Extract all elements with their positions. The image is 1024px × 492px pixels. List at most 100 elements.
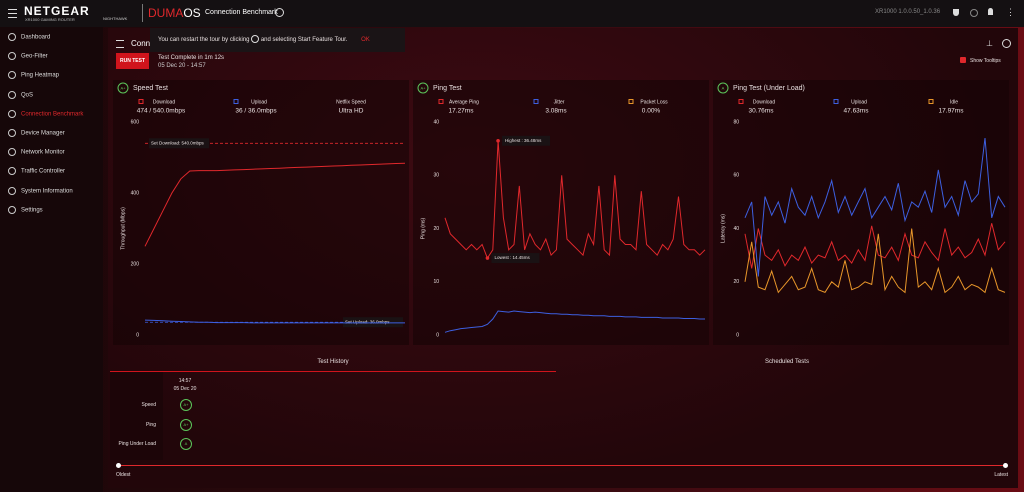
stat-value: 30.76ms: [749, 108, 775, 115]
history-grade: A+: [180, 399, 192, 411]
sidebar-icon: [8, 90, 16, 99]
pin-icon[interactable]: ⊥: [986, 39, 993, 48]
legend-label: Average Ping: [449, 99, 479, 105]
sub-brand: NIGHTHAWK: [103, 16, 128, 21]
tooltip-label: Show Tooltips: [970, 58, 1001, 64]
reference-label-bg: [343, 317, 403, 328]
help-icon[interactable]: [275, 8, 284, 17]
y-axis-label: Latency (ms): [720, 214, 726, 243]
history-date: 05 Dec 20: [173, 386, 197, 392]
y-tick-label: 0: [436, 332, 439, 338]
series-line: [144, 319, 405, 324]
sidebar-item[interactable]: System Information: [8, 186, 73, 195]
sidebar-item[interactable]: Ping Heatmap: [8, 71, 60, 80]
sidebar-item[interactable]: Geo-Filter: [8, 52, 48, 61]
sidebar-icon: [8, 186, 16, 195]
divider: [142, 4, 143, 22]
y-tick-label: 200: [131, 261, 140, 267]
status-date: 05 Dec 20 - 14:57: [158, 63, 206, 69]
sidebar-icon: [8, 52, 16, 61]
sidebar-label: Connection Benchmark: [21, 111, 84, 118]
sidebar-item[interactable]: Device Manager: [8, 129, 65, 137]
series-line: [144, 162, 406, 247]
chart-panel: A Ping Test (Under Load) Download 30.76ms Up…: [713, 80, 1009, 345]
top-bar: NETGEAR XR1000 GAMING ROUTER NIGHTHAWK D…: [0, 0, 1024, 27]
brand: NETGEAR: [24, 4, 90, 18]
menu-icon[interactable]: [8, 9, 17, 18]
legend-swatch: [833, 99, 839, 104]
legend-label: Download: [753, 99, 775, 105]
sidebar-item[interactable]: Traffic Controller: [8, 167, 66, 176]
legend-swatch: [233, 99, 239, 104]
panel-menu[interactable]: [116, 40, 124, 48]
sidebar-item[interactable]: QoS: [8, 90, 34, 99]
legend-swatch: [138, 99, 144, 104]
tab-history[interactable]: Test History: [110, 359, 556, 372]
y-tick-label: 20: [733, 279, 739, 285]
tour-ok[interactable]: OK: [361, 37, 370, 43]
series-line: [744, 137, 1006, 277]
reference-label-bg: [149, 138, 209, 149]
stat-value: 17.27ms: [449, 108, 475, 115]
sidebar-label: Traffic Controller: [21, 168, 66, 175]
slider-start[interactable]: [116, 463, 121, 468]
sidebar-icon: [8, 71, 16, 80]
stat-value: Ultra HD: [339, 108, 364, 115]
legend-label: Upload: [851, 99, 867, 105]
shield-icon[interactable]: [953, 9, 959, 16]
sidebar-label: Settings: [21, 207, 43, 214]
refresh-icon[interactable]: [970, 9, 978, 17]
extreme-point: [496, 138, 500, 143]
sidebar-item[interactable]: Connection Benchmark: [8, 109, 84, 118]
y-tick-label: 0: [736, 332, 739, 338]
history-grade: A: [180, 438, 192, 450]
sidebar-icon: [8, 109, 16, 118]
page-name: Connection Benchmark: [205, 9, 278, 16]
sidebar-icon: [8, 129, 16, 137]
legend-swatch: [738, 99, 744, 104]
y-tick-label: 80: [733, 119, 739, 125]
legend-label: Download: [153, 99, 175, 105]
legend-label: Packet Loss: [640, 99, 668, 105]
panel-help[interactable]: [1002, 39, 1011, 48]
os-logo: DUMAOS: [148, 6, 201, 20]
slider-track[interactable]: [118, 465, 1005, 466]
y-axis-label: Ping (ms): [420, 217, 426, 239]
grade-badge: [717, 82, 729, 94]
sidebar-item[interactable]: Network Monitor: [8, 148, 65, 157]
series-line: [744, 228, 1006, 294]
os-b: OS: [183, 6, 201, 20]
sidebar-icon: [8, 33, 16, 41]
grade-text: A+: [420, 86, 426, 91]
y-tick-label: 40: [733, 226, 739, 232]
chart: A+ Speed Test Download 474 / 540.0mbps Uploa…: [117, 82, 406, 338]
history-label-column: [110, 372, 163, 460]
sidebar-label: QoS: [21, 92, 34, 99]
series-line: [444, 310, 705, 333]
tooltip-checkbox[interactable]: [960, 57, 966, 63]
sidebar-label: Network Monitor: [21, 149, 65, 156]
stat-value: 17.97ms: [939, 108, 965, 115]
chart-title: Ping Test (Under Load): [733, 85, 805, 92]
os-a: DUMA: [148, 6, 184, 20]
bell-icon[interactable]: [988, 8, 993, 15]
point-label-bg: [502, 135, 551, 146]
sidebar-label: Geo-Filter: [21, 53, 48, 60]
legend-swatch: [438, 99, 444, 104]
tour-text-a: You can restart the tour by clicking: [158, 37, 250, 43]
sidebar-label: Device Manager: [21, 130, 65, 137]
run-test-button[interactable]: RUN TEST: [116, 53, 149, 69]
more-icon[interactable]: ⋮: [1006, 7, 1015, 17]
stat-value: 474 / 540.0mbps: [137, 108, 186, 115]
sidebar-item[interactable]: Dashboard: [8, 33, 50, 41]
slider-end[interactable]: [1003, 463, 1008, 468]
tab-scheduled[interactable]: Scheduled Tests: [765, 359, 809, 365]
legend-swatch: [628, 99, 634, 104]
chart-title: Speed Test: [133, 85, 168, 92]
y-tick-label: 30: [433, 173, 439, 179]
sidebar-label: Ping Heatmap: [21, 72, 60, 79]
sidebar-item[interactable]: Settings: [8, 205, 43, 214]
tour-text-b: and selecting Start Feature Tour.: [260, 37, 348, 43]
